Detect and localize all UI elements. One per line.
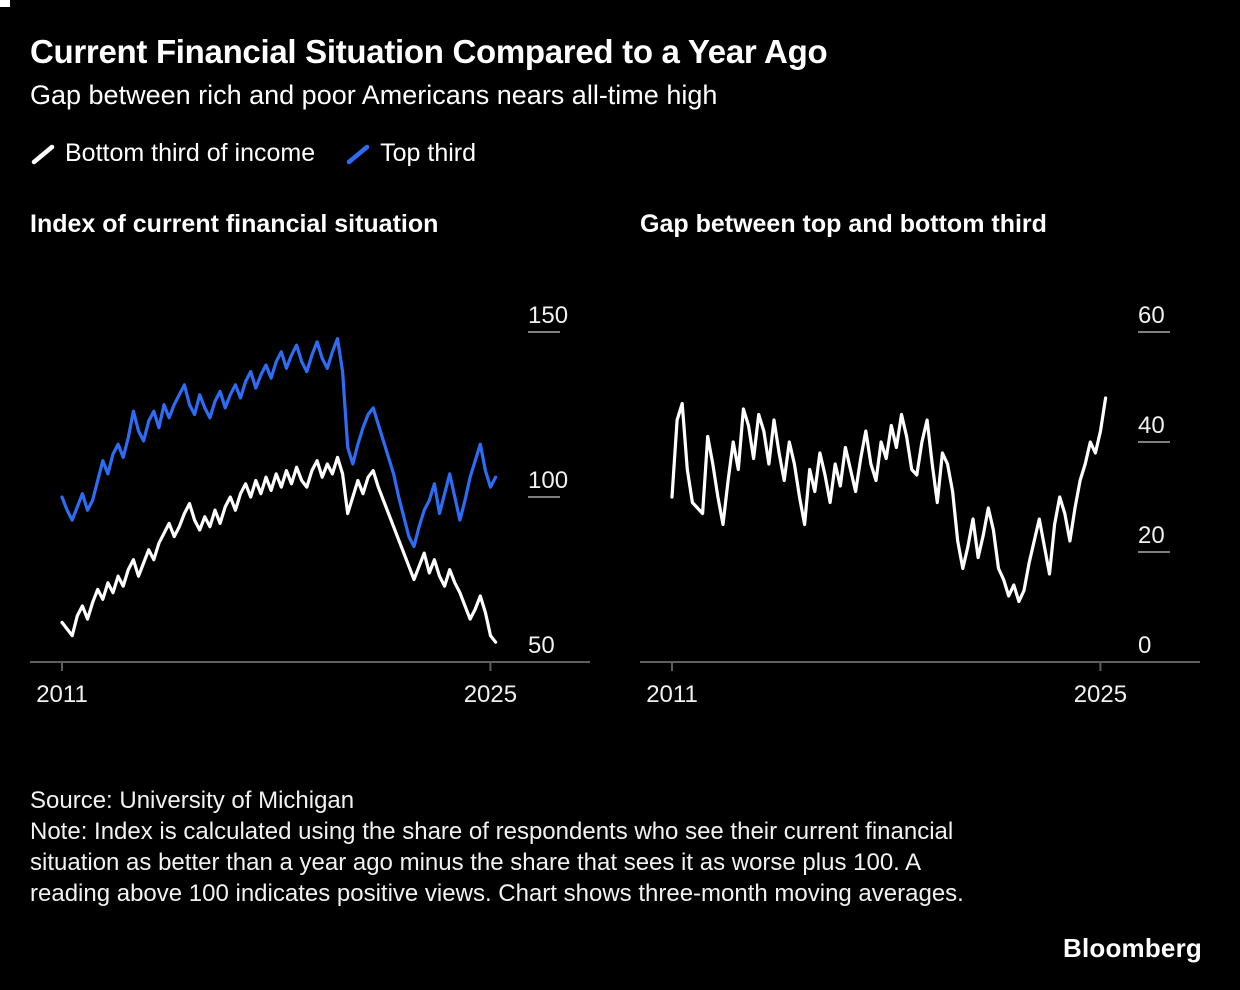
x-tick-label: 2011 — [36, 681, 88, 708]
x-tick-label: 2025 — [464, 681, 517, 708]
y-tick-label: 150 — [528, 302, 568, 329]
page-subtitle: Gap between rich and poor Americans near… — [30, 80, 718, 111]
x-tick-label: 2011 — [646, 681, 698, 708]
series-bottom-third-of-income — [60, 456, 498, 645]
legend-item-top-third: Top third — [345, 139, 476, 168]
blue-line-swatch — [346, 144, 370, 165]
y-tick-label: 0 — [1138, 632, 1151, 659]
charts-row: Index of current financial situation 150… — [30, 210, 1210, 709]
page-title: Current Financial Situation Compared to … — [30, 33, 828, 70]
bloomberg-logo: Bloomberg — [1062, 933, 1202, 963]
series-top-third — [60, 337, 498, 549]
white-line-swatch — [31, 144, 55, 165]
y-tick-label: 40 — [1138, 412, 1165, 439]
y-tick-label: 100 — [528, 467, 568, 494]
legend: Bottom third of income Top third — [30, 139, 1210, 168]
right-chart-panel: Gap between top and bottom third 60 40 20 0… — [640, 210, 1200, 709]
corner-mark — [0, 0, 10, 7]
footer: Source: University of Michigan Note: Ind… — [30, 785, 982, 909]
y-tick-label: 50 — [528, 632, 555, 659]
left-chart-panel: Index of current financial situation 150… — [30, 210, 590, 709]
line-swatch-icon — [346, 144, 370, 165]
series-gap-top-third-minus-bottom-third- — [670, 396, 1108, 604]
source-text: Source: University of Michigan — [30, 787, 355, 815]
note-text: Note: Index is calculated using the shar… — [30, 818, 964, 908]
legend-label: Bottom third of income — [65, 139, 316, 168]
right-chart-title: Gap between top and bottom third — [640, 210, 1047, 239]
legend-item-bottom-third: Bottom third of income — [30, 139, 315, 168]
y-tick-label: 60 — [1138, 302, 1165, 329]
right-chart: 60 40 20 0 2011 2025 — [640, 302, 1200, 708]
x-tick-label: 2025 — [1074, 681, 1127, 708]
line-swatch-icon — [31, 144, 55, 165]
left-chart: 150 100 50 2011 2025 — [30, 302, 590, 708]
y-tick-label: 20 — [1138, 522, 1165, 549]
legend-label: Top third — [380, 139, 477, 168]
left-chart-title: Index of current financial situation — [30, 210, 439, 239]
